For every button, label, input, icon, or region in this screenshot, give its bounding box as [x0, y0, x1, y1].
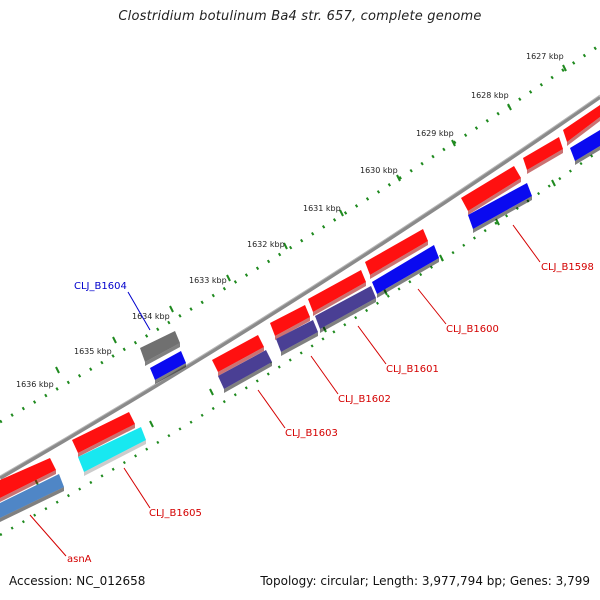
- tick-1627: 1627 kbp: [526, 52, 567, 72]
- gene-label: CLJ_B1605: [149, 508, 202, 519]
- gene-feature-1604-blue: [150, 351, 186, 380]
- tick-1630: 1630 kbp: [360, 166, 401, 182]
- scale-ticks: 1627 kbp 1628 kbp 1629 kbp 1630 kbp 1631…: [16, 52, 567, 389]
- gene-feature-1601: [315, 286, 376, 329]
- cds-feature: [72, 412, 135, 453]
- gene-label: CLJ_B1603: [285, 428, 338, 439]
- map-title: Clostridium botulinum Ba4 str. 657, comp…: [118, 9, 482, 24]
- gene-feature-1605: [78, 427, 146, 472]
- svg-text:1628 kbp: 1628 kbp: [471, 91, 509, 100]
- cds-feature: [461, 166, 521, 211]
- tick-1628: 1628 kbp: [471, 91, 512, 111]
- tick-1632: 1632 kbp: [247, 240, 288, 250]
- svg-text:1631 kbp: 1631 kbp: [303, 204, 341, 213]
- cds-feature: [212, 335, 264, 372]
- svg-text:1633 kbp: 1633 kbp: [189, 276, 227, 285]
- gene-feature-1598: [570, 130, 600, 161]
- svg-text:1636 kbp: 1636 kbp: [16, 380, 54, 389]
- tick-1631: 1631 kbp: [303, 204, 344, 217]
- svg-text:1634 kbp: 1634 kbp: [132, 312, 170, 321]
- gene-feature-1602: [276, 320, 318, 352]
- gene-feature-1600: [372, 245, 439, 294]
- gene-label: CLJ_B1598: [541, 262, 594, 273]
- tick-1636: 1636 kbp: [16, 366, 60, 389]
- svg-text:1635 kbp: 1635 kbp: [74, 347, 112, 356]
- gene-feature-1603: [218, 350, 272, 389]
- cds-features[interactable]: [0, 105, 600, 502]
- svg-text:1632 kbp: 1632 kbp: [247, 240, 285, 249]
- scale-dotted-arc: [0, 43, 600, 424]
- leader-lines: [29, 224, 541, 557]
- svg-text:1627 kbp: 1627 kbp: [526, 52, 564, 61]
- cds-feature: [563, 105, 600, 142]
- gene-label: CLJ_B1601: [386, 364, 439, 375]
- gene-features[interactable]: [0, 130, 600, 522]
- tick-1634: 1634 kbp: [132, 305, 174, 321]
- cds-feature: [270, 305, 310, 336]
- cds-feature: [523, 137, 563, 170]
- gene-feature-1598b: [468, 183, 532, 229]
- cds-feature: [365, 229, 428, 275]
- cds-feature: [0, 458, 56, 498]
- gene-feature-asnA: [0, 474, 64, 518]
- tick-1629: 1629 kbp: [416, 129, 456, 147]
- gene-label: asnA: [67, 554, 92, 565]
- cds-feature: [308, 270, 366, 312]
- svg-text:1629 kbp: 1629 kbp: [416, 129, 454, 138]
- svg-text:1630 kbp: 1630 kbp: [360, 166, 398, 175]
- accession-text: Accession: NC_012658: [9, 574, 146, 588]
- genome-backbone: [0, 95, 600, 480]
- gene-label: CLJ_B1604: [74, 281, 127, 292]
- gene-feature-1604-gray: [140, 331, 180, 362]
- tick-1633: 1633 kbp: [189, 274, 231, 285]
- gene-labels: CLJ_B1598 CLJ_B1600 CLJ_B1601 CLJ_B1602 …: [67, 262, 594, 565]
- gene-label: CLJ_B1602: [338, 394, 391, 405]
- gene-label: CLJ_B1600: [446, 324, 499, 335]
- tick-1635: 1635 kbp: [74, 336, 117, 356]
- genome-summary-text: Topology: circular; Length: 3,977,794 bp…: [260, 574, 590, 588]
